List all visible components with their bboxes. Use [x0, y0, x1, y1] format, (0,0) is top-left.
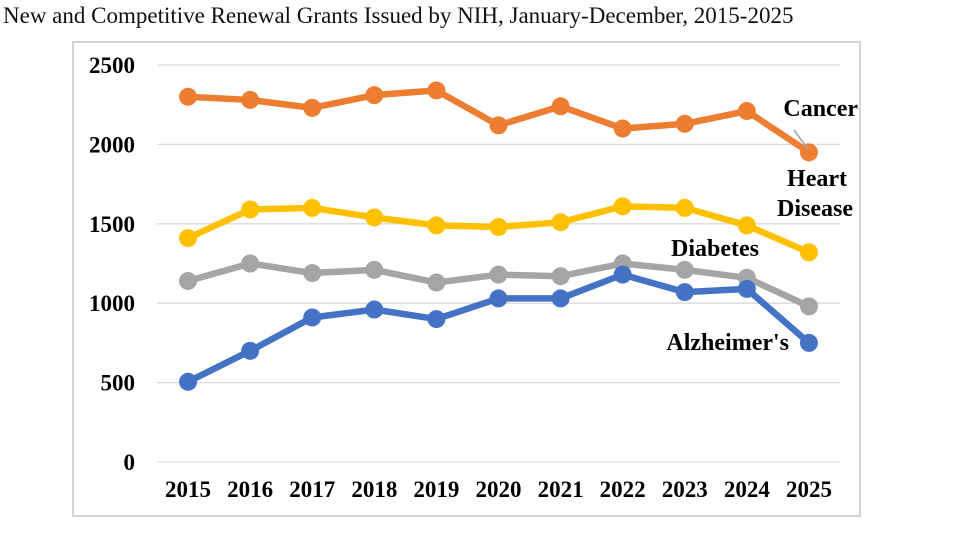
y-tick-label: 1500: [89, 212, 135, 237]
x-tick-label: 2015: [165, 477, 211, 502]
data-point-cancer-2019: [427, 81, 446, 100]
x-tick-label: 2017: [289, 477, 335, 502]
data-point-alzheimer-s-2018: [365, 300, 384, 319]
data-point-diabetes-2019: [427, 273, 446, 292]
data-point-cancer-2018: [365, 86, 384, 105]
data-point-heart-disease-2021: [551, 213, 570, 232]
data-point-cancer-2022: [613, 119, 632, 138]
series-label-heart: Heart: [787, 166, 847, 192]
x-tick-label: 2022: [600, 477, 646, 502]
data-point-diabetes-2017: [303, 264, 322, 283]
data-point-heart-disease-2024: [737, 216, 756, 235]
x-tick-label: 2019: [413, 477, 459, 502]
data-point-diabetes-2025: [799, 297, 818, 316]
x-tick-label: 2024: [724, 477, 771, 502]
data-point-diabetes-2018: [365, 260, 384, 279]
data-point-alzheimer-s-2024: [737, 279, 756, 298]
chart-title: New and Competitive Renewal Grants Issue…: [3, 3, 794, 28]
data-point-heart-disease-2023: [675, 198, 694, 217]
data-point-cancer-2023: [675, 114, 694, 133]
y-tick-label: 500: [101, 371, 136, 396]
data-point-heart-disease-2018: [365, 208, 384, 227]
data-point-heart-disease-2016: [241, 200, 260, 219]
y-tick-label: 1000: [89, 291, 135, 316]
line-chart: 0 500 1000 1500 2000 2500 2015 2016 2017 2018 2019…: [89, 53, 858, 502]
x-tick-label: 2018: [351, 477, 397, 502]
data-point-cancer-2016: [241, 90, 260, 109]
y-tick-label: 2000: [89, 132, 135, 157]
chart-frame: 0 500 1000 1500 2000 2500 2015 2016 2017 2018 2019…: [72, 41, 861, 517]
x-tick-label: 2023: [662, 477, 708, 502]
series-label-alzheimer-s: Alzheimer's: [666, 330, 789, 356]
data-point-alzheimer-s-2022: [613, 265, 632, 284]
y-tick-label: 2500: [89, 53, 135, 78]
data-point-cancer-2025: [799, 143, 818, 162]
data-point-heart-disease-2019: [427, 216, 446, 235]
x-tick-label: 2016: [227, 477, 273, 502]
data-point-alzheimer-s-2025: [799, 333, 818, 352]
data-point-diabetes-2023: [675, 260, 694, 279]
data-point-alzheimer-s-2020: [489, 289, 508, 308]
data-point-heart-disease-2025: [799, 243, 818, 262]
data-point-alzheimer-s-2015: [179, 372, 198, 391]
data-point-alzheimer-s-2016: [241, 341, 260, 360]
leader-line: [793, 129, 809, 150]
x-tick-label: 2021: [538, 477, 584, 502]
series-label-disease: Disease: [777, 196, 853, 222]
data-point-cancer-2017: [303, 98, 322, 117]
data-point-alzheimer-s-2019: [427, 310, 446, 329]
data-point-diabetes-2015: [179, 271, 198, 290]
data-point-alzheimer-s-2021: [551, 289, 570, 308]
data-point-diabetes-2020: [489, 265, 508, 284]
data-point-diabetes-2016: [241, 254, 260, 273]
series-label-diabetes: Diabetes: [671, 236, 759, 262]
data-point-cancer-2020: [489, 116, 508, 135]
data-point-alzheimer-s-2023: [675, 283, 694, 302]
series-label-cancer: Cancer: [783, 96, 858, 122]
data-point-heart-disease-2015: [179, 229, 198, 248]
x-tick-label: 2020: [476, 477, 522, 502]
data-point-cancer-2015: [179, 87, 198, 106]
data-point-cancer-2024: [737, 102, 756, 121]
x-tick-label: 2025: [786, 477, 832, 502]
data-point-heart-disease-2022: [613, 197, 632, 216]
y-tick-label: 0: [124, 450, 136, 475]
data-point-alzheimer-s-2017: [303, 308, 322, 327]
data-point-diabetes-2021: [551, 267, 570, 286]
data-point-heart-disease-2020: [489, 217, 508, 236]
data-point-cancer-2021: [551, 97, 570, 116]
data-point-heart-disease-2017: [303, 198, 322, 217]
